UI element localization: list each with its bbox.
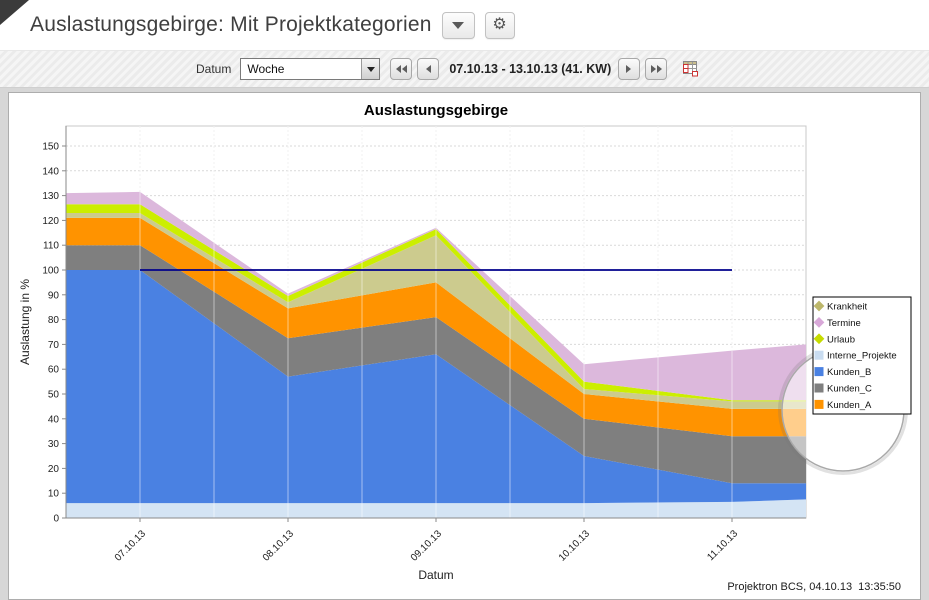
legend-label-Krankheit: Krankheit bbox=[827, 302, 867, 313]
y-tick-label: 90 bbox=[48, 290, 60, 301]
footer-credit: Projektron BCS, 04.10.13 13:35:50 bbox=[724, 580, 904, 594]
corner-fold-icon bbox=[0, 0, 29, 25]
y-tick-label: 30 bbox=[48, 439, 60, 450]
first-period-button[interactable] bbox=[390, 58, 413, 80]
legend-label-Interne_Projekte: Interne_Projekte bbox=[827, 351, 897, 362]
date-range: 07.10.13 - 13.10.13 (41. KW) bbox=[449, 62, 612, 76]
gear-icon: ⚙ bbox=[492, 16, 507, 33]
next-period-button[interactable] bbox=[618, 58, 641, 80]
report-table-button[interactable] bbox=[683, 61, 700, 77]
y-tick-label: 100 bbox=[42, 266, 59, 277]
legend-box bbox=[812, 296, 912, 415]
y-tick-label: 0 bbox=[53, 514, 59, 525]
period-select-value: Woche bbox=[247, 62, 285, 76]
y-axis-title: Auslastung in % bbox=[18, 279, 32, 365]
double-left-arrow-icon bbox=[395, 65, 407, 73]
double-right-arrow-icon bbox=[650, 65, 662, 73]
legend-marker-Kunden_C bbox=[814, 383, 824, 393]
chart-panel: 0 10 20 30 40 50 60 70 80 90 100 110 120 130 140 150 07.… bbox=[8, 92, 921, 600]
y-tick-label: 70 bbox=[48, 340, 60, 351]
y-tick-label: 10 bbox=[48, 489, 60, 500]
titlebar: Auslastungsgebirge: Mit Projektkategorie… bbox=[0, 0, 929, 50]
left-arrow-icon bbox=[426, 65, 432, 73]
x-tick-label: 09.10.13 bbox=[409, 528, 445, 564]
legend-label-Termine: Termine bbox=[827, 318, 861, 329]
y-tick-label: 60 bbox=[48, 365, 60, 376]
x-tick-label: 10.10.13 bbox=[557, 528, 593, 564]
y-tick-label: 80 bbox=[48, 315, 60, 326]
legend-marker-Termine bbox=[813, 317, 825, 328]
y-tick-label: 50 bbox=[48, 390, 60, 401]
x-tick-label: 07.10.13 bbox=[113, 528, 149, 564]
utilization-stacked-area-chart: 0 10 20 30 40 50 60 70 80 90 100 110 120 130 140 150 07.… bbox=[18, 102, 912, 582]
x-axis-title: Datum bbox=[418, 568, 453, 582]
y-tick-label: 130 bbox=[42, 191, 59, 202]
calendar-table-icon bbox=[683, 61, 699, 77]
x-tick-label: 11.10.13 bbox=[705, 528, 740, 563]
select-dropdown-icon bbox=[361, 59, 380, 79]
legend-label-Kunden_A: Kunden_A bbox=[827, 400, 872, 411]
y-tick-label: 120 bbox=[42, 216, 59, 227]
title-menu-button[interactable] bbox=[441, 11, 475, 39]
chart-title: Auslastungsgebirge bbox=[364, 102, 508, 119]
y-tick-label: 20 bbox=[48, 464, 60, 475]
settings-button[interactable]: ⚙ bbox=[484, 11, 515, 39]
datum-label: Datum bbox=[196, 62, 232, 76]
prev-period-button[interactable] bbox=[417, 58, 440, 80]
legend-marker-Kunden_A bbox=[814, 399, 824, 409]
page-title: Auslastungsgebirge: Mit Projektkategorie… bbox=[30, 13, 432, 36]
legend-marker-Interne_Projekte bbox=[814, 350, 824, 360]
last-period-button[interactable] bbox=[645, 58, 668, 80]
right-arrow-icon bbox=[626, 65, 632, 73]
y-tick-label: 150 bbox=[42, 142, 59, 153]
legend-marker-Krankheit bbox=[813, 300, 825, 312]
legend-label-Urlaub: Urlaub bbox=[827, 334, 855, 345]
legend-label-Kunden_B: Kunden_B bbox=[827, 367, 871, 378]
area-Kunden_C bbox=[66, 245, 806, 484]
toolbar: Datum Woche 07.10.13 - 13.10.13 (41. KW) bbox=[0, 50, 929, 88]
chevron-down-icon bbox=[452, 21, 465, 29]
y-tick-label: 40 bbox=[48, 414, 60, 425]
legend-label-Kunden_C: Kunden_C bbox=[827, 384, 872, 395]
period-select[interactable]: Woche bbox=[240, 58, 381, 80]
y-tick-label: 110 bbox=[43, 241, 59, 252]
x-tick-label: 08.10.13 bbox=[261, 528, 297, 564]
legend-marker-Kunden_B bbox=[814, 367, 824, 377]
y-tick-label: 140 bbox=[42, 166, 59, 177]
